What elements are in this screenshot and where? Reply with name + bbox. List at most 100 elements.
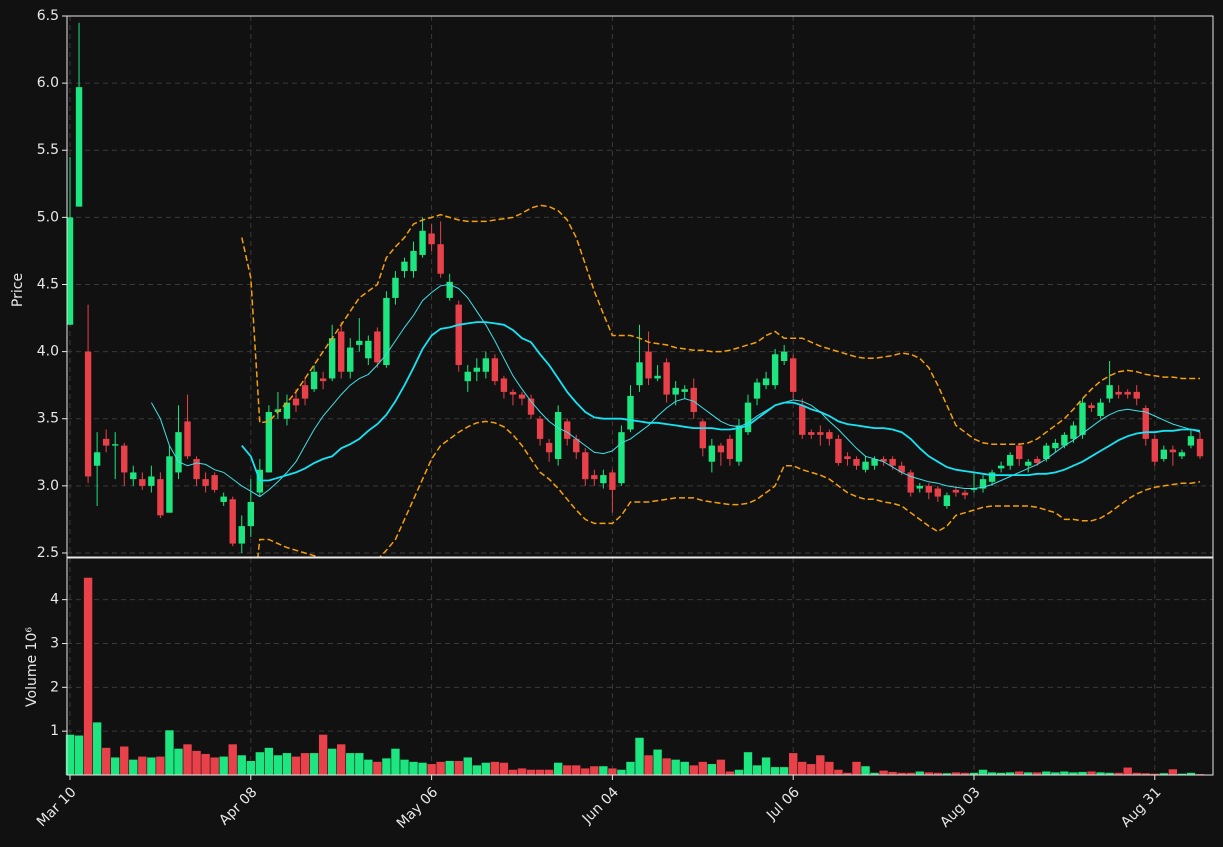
candle-body [609, 472, 616, 490]
volume-bar [1141, 773, 1150, 775]
volume-bar [418, 762, 427, 775]
candle-body [1151, 438, 1158, 462]
volume-bar [156, 756, 165, 775]
candle-body [84, 351, 92, 477]
candle-body [672, 387, 679, 395]
candle-body [374, 331, 381, 363]
candle-body [997, 465, 1005, 469]
volume-bar [653, 749, 662, 775]
volume-bar [608, 768, 617, 775]
candle-body [817, 432, 824, 435]
candle-body [446, 281, 453, 298]
y-tick-label: 4 [50, 592, 59, 608]
candle-body [1079, 402, 1086, 435]
volume-bar [355, 753, 364, 775]
candle-body [808, 432, 815, 435]
candle-body [310, 371, 318, 390]
volume-bar [1042, 771, 1051, 775]
candle-body [880, 459, 887, 462]
candle-body [898, 465, 905, 473]
volume-bar [1096, 772, 1105, 775]
y-tick-label: 2.5 [37, 545, 59, 561]
candle-body [1115, 391, 1122, 395]
volume-marks [65, 577, 1205, 775]
volume-bar [210, 757, 219, 775]
candle-body [717, 445, 725, 453]
candle-body [410, 250, 417, 272]
candle-body [573, 438, 580, 453]
candle-body [157, 479, 164, 516]
volume-bar [996, 772, 1006, 775]
candle-body [1097, 402, 1104, 417]
candle-body [1169, 449, 1177, 453]
volume-bar [572, 765, 581, 775]
volume-bar [481, 762, 491, 775]
candle-body [853, 459, 860, 466]
volume-bar [101, 747, 111, 775]
volume-bar [318, 734, 328, 775]
volume-bar [337, 744, 346, 775]
volume-bar [1132, 772, 1141, 775]
volume-bar [147, 757, 156, 775]
candle-body [518, 394, 526, 399]
y-tick-label: 2 [50, 679, 59, 695]
volume-bar [789, 753, 798, 775]
candle-body [952, 489, 960, 493]
volume-bar [987, 772, 997, 775]
candle-body [229, 499, 236, 544]
volume-bar [599, 766, 608, 775]
candle-body [1006, 454, 1014, 466]
candle-body [67, 217, 74, 325]
candle-body [175, 432, 182, 473]
volume-bar [445, 760, 454, 775]
candle-body [1043, 445, 1050, 460]
volume-bar [400, 759, 409, 775]
candle-body [916, 485, 923, 489]
volume-bar [526, 769, 536, 775]
overlay-line [241, 204, 1200, 445]
candle-body [1088, 405, 1095, 408]
candle-body [392, 277, 399, 298]
volume-bar [870, 772, 879, 775]
candle-body [1025, 461, 1032, 466]
candle-body [618, 432, 625, 484]
volume-bar [309, 753, 319, 775]
candle-body [934, 488, 942, 497]
volume-frame [66, 557, 1214, 776]
candle-body [428, 233, 435, 245]
candle-body [600, 475, 607, 484]
volume-bar [843, 772, 852, 775]
volume-bar [165, 730, 174, 775]
candle-body [121, 445, 128, 473]
volume-bar [264, 747, 274, 775]
candle-body [292, 398, 300, 406]
volume-bar [219, 756, 228, 775]
candle-body [1061, 434, 1068, 446]
volume-bar [716, 759, 726, 775]
volume-bar [327, 748, 337, 775]
volume-bar [1168, 769, 1178, 775]
volume-bar [391, 748, 400, 775]
candle-body [645, 351, 652, 379]
volume-bar [951, 772, 961, 775]
overlay-line [257, 420, 1201, 557]
candle-body [554, 412, 562, 460]
volume-bar [1015, 771, 1024, 775]
candle-body [247, 501, 254, 527]
candle-body [744, 402, 752, 433]
volume-bar [897, 772, 906, 775]
volume-bar [1186, 772, 1196, 775]
volume-bar [255, 752, 265, 775]
candle-body [536, 418, 544, 439]
candle-body [401, 261, 408, 272]
candle-body [799, 405, 806, 435]
price-marks [67, 22, 1204, 557]
candle-body [726, 438, 734, 460]
candle-body [943, 495, 951, 506]
volume-bar [463, 757, 472, 775]
candle-body [464, 371, 471, 382]
volume-bar [499, 762, 509, 775]
volume-bar [707, 764, 717, 775]
candle-body [1052, 442, 1059, 449]
y-tick-label: 5.5 [37, 142, 59, 158]
